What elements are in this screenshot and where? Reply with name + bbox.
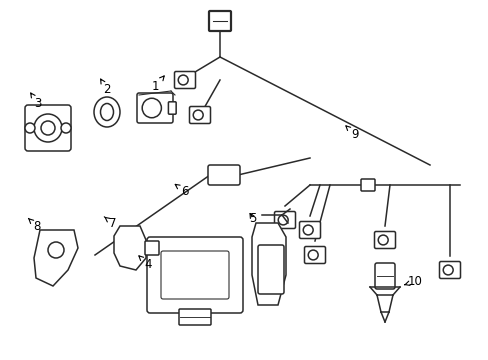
Ellipse shape: [303, 225, 312, 235]
FancyBboxPatch shape: [274, 211, 295, 229]
FancyBboxPatch shape: [174, 72, 195, 89]
Text: 10: 10: [404, 275, 422, 288]
Ellipse shape: [442, 265, 452, 275]
Text: 1: 1: [151, 76, 164, 93]
Ellipse shape: [193, 110, 203, 120]
FancyBboxPatch shape: [179, 309, 210, 325]
FancyBboxPatch shape: [374, 263, 394, 289]
Text: 8: 8: [28, 219, 41, 233]
FancyBboxPatch shape: [137, 93, 173, 123]
Ellipse shape: [378, 235, 387, 245]
Polygon shape: [114, 226, 146, 270]
FancyBboxPatch shape: [439, 261, 460, 279]
Ellipse shape: [142, 98, 161, 118]
Ellipse shape: [307, 250, 318, 260]
Circle shape: [41, 121, 55, 135]
FancyBboxPatch shape: [304, 247, 325, 264]
Circle shape: [61, 123, 71, 133]
Text: 7: 7: [104, 217, 117, 230]
Circle shape: [34, 114, 62, 142]
Ellipse shape: [94, 97, 120, 127]
FancyBboxPatch shape: [168, 102, 176, 114]
Ellipse shape: [278, 215, 287, 225]
FancyBboxPatch shape: [189, 107, 210, 123]
FancyBboxPatch shape: [147, 237, 243, 313]
Circle shape: [25, 123, 35, 133]
FancyBboxPatch shape: [299, 221, 320, 238]
Polygon shape: [251, 223, 285, 305]
Text: 6: 6: [175, 184, 188, 198]
FancyBboxPatch shape: [258, 245, 284, 294]
Text: 2: 2: [101, 79, 110, 96]
Text: 5: 5: [249, 212, 256, 225]
Text: 4: 4: [139, 256, 151, 271]
Polygon shape: [34, 230, 78, 286]
FancyBboxPatch shape: [374, 231, 395, 248]
Text: 9: 9: [345, 126, 358, 141]
Ellipse shape: [101, 104, 113, 121]
FancyBboxPatch shape: [208, 11, 230, 31]
FancyBboxPatch shape: [161, 251, 228, 299]
Ellipse shape: [178, 75, 188, 85]
Circle shape: [48, 242, 64, 258]
FancyBboxPatch shape: [145, 241, 159, 255]
FancyBboxPatch shape: [25, 105, 71, 151]
FancyBboxPatch shape: [207, 165, 240, 185]
Text: 3: 3: [31, 93, 41, 110]
FancyBboxPatch shape: [360, 179, 374, 191]
